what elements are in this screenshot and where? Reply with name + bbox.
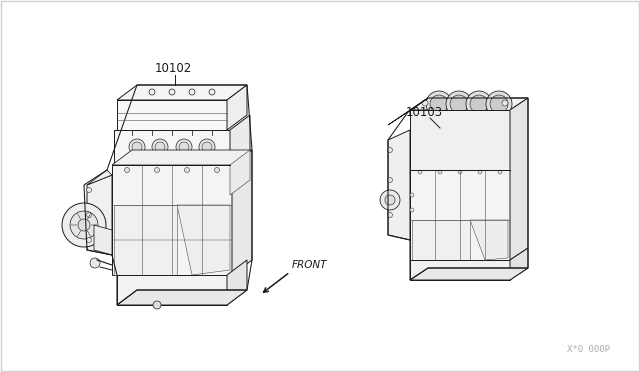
- Text: 10103: 10103: [406, 106, 443, 119]
- Polygon shape: [410, 268, 528, 280]
- Polygon shape: [87, 175, 112, 255]
- Circle shape: [446, 91, 472, 117]
- Polygon shape: [410, 98, 528, 110]
- Circle shape: [149, 89, 155, 95]
- Circle shape: [466, 91, 492, 117]
- Text: X*0 000P: X*0 000P: [567, 345, 610, 354]
- Polygon shape: [227, 85, 247, 130]
- Circle shape: [86, 237, 92, 243]
- Polygon shape: [232, 150, 252, 275]
- Circle shape: [129, 139, 145, 155]
- Circle shape: [62, 203, 106, 247]
- Polygon shape: [510, 248, 528, 280]
- Circle shape: [90, 258, 100, 268]
- Circle shape: [410, 193, 414, 197]
- Text: 10102: 10102: [155, 61, 192, 74]
- Circle shape: [189, 89, 195, 95]
- Polygon shape: [112, 165, 232, 275]
- Circle shape: [176, 139, 192, 155]
- Circle shape: [422, 100, 428, 106]
- Polygon shape: [410, 170, 510, 260]
- Polygon shape: [388, 130, 410, 240]
- Polygon shape: [227, 260, 247, 305]
- Circle shape: [184, 167, 189, 173]
- Circle shape: [450, 95, 468, 113]
- Polygon shape: [410, 110, 510, 170]
- Circle shape: [470, 95, 488, 113]
- Circle shape: [202, 142, 212, 152]
- Circle shape: [152, 139, 168, 155]
- Polygon shape: [510, 98, 528, 260]
- Circle shape: [155, 142, 165, 152]
- Polygon shape: [230, 115, 250, 165]
- Polygon shape: [94, 225, 112, 255]
- Circle shape: [410, 208, 414, 212]
- Circle shape: [214, 167, 220, 173]
- Circle shape: [387, 177, 392, 183]
- Polygon shape: [117, 85, 247, 100]
- Polygon shape: [87, 170, 112, 185]
- Polygon shape: [117, 275, 227, 305]
- Polygon shape: [230, 150, 250, 195]
- Polygon shape: [470, 220, 508, 260]
- Circle shape: [486, 91, 512, 117]
- Circle shape: [380, 190, 400, 210]
- Circle shape: [430, 95, 448, 113]
- Polygon shape: [114, 130, 230, 165]
- Circle shape: [154, 167, 159, 173]
- Text: FRONT: FRONT: [292, 260, 328, 270]
- Polygon shape: [112, 150, 252, 165]
- Circle shape: [179, 142, 189, 152]
- Circle shape: [418, 170, 422, 174]
- Circle shape: [387, 212, 392, 218]
- Circle shape: [458, 170, 462, 174]
- Circle shape: [169, 89, 175, 95]
- Circle shape: [490, 95, 508, 113]
- Circle shape: [132, 142, 142, 152]
- Polygon shape: [114, 205, 177, 275]
- Circle shape: [86, 187, 92, 192]
- Polygon shape: [410, 260, 510, 280]
- Circle shape: [385, 195, 395, 205]
- Circle shape: [78, 219, 90, 231]
- Circle shape: [86, 212, 92, 218]
- Circle shape: [498, 170, 502, 174]
- Circle shape: [70, 211, 98, 239]
- Circle shape: [478, 170, 482, 174]
- Circle shape: [153, 301, 161, 309]
- Circle shape: [209, 89, 215, 95]
- Polygon shape: [412, 220, 470, 260]
- Circle shape: [426, 91, 452, 117]
- Circle shape: [502, 100, 508, 106]
- Circle shape: [199, 139, 215, 155]
- Polygon shape: [177, 205, 230, 275]
- Circle shape: [438, 170, 442, 174]
- Circle shape: [387, 148, 392, 153]
- Polygon shape: [117, 290, 247, 305]
- Polygon shape: [388, 98, 428, 125]
- Polygon shape: [117, 100, 227, 130]
- Circle shape: [125, 167, 129, 173]
